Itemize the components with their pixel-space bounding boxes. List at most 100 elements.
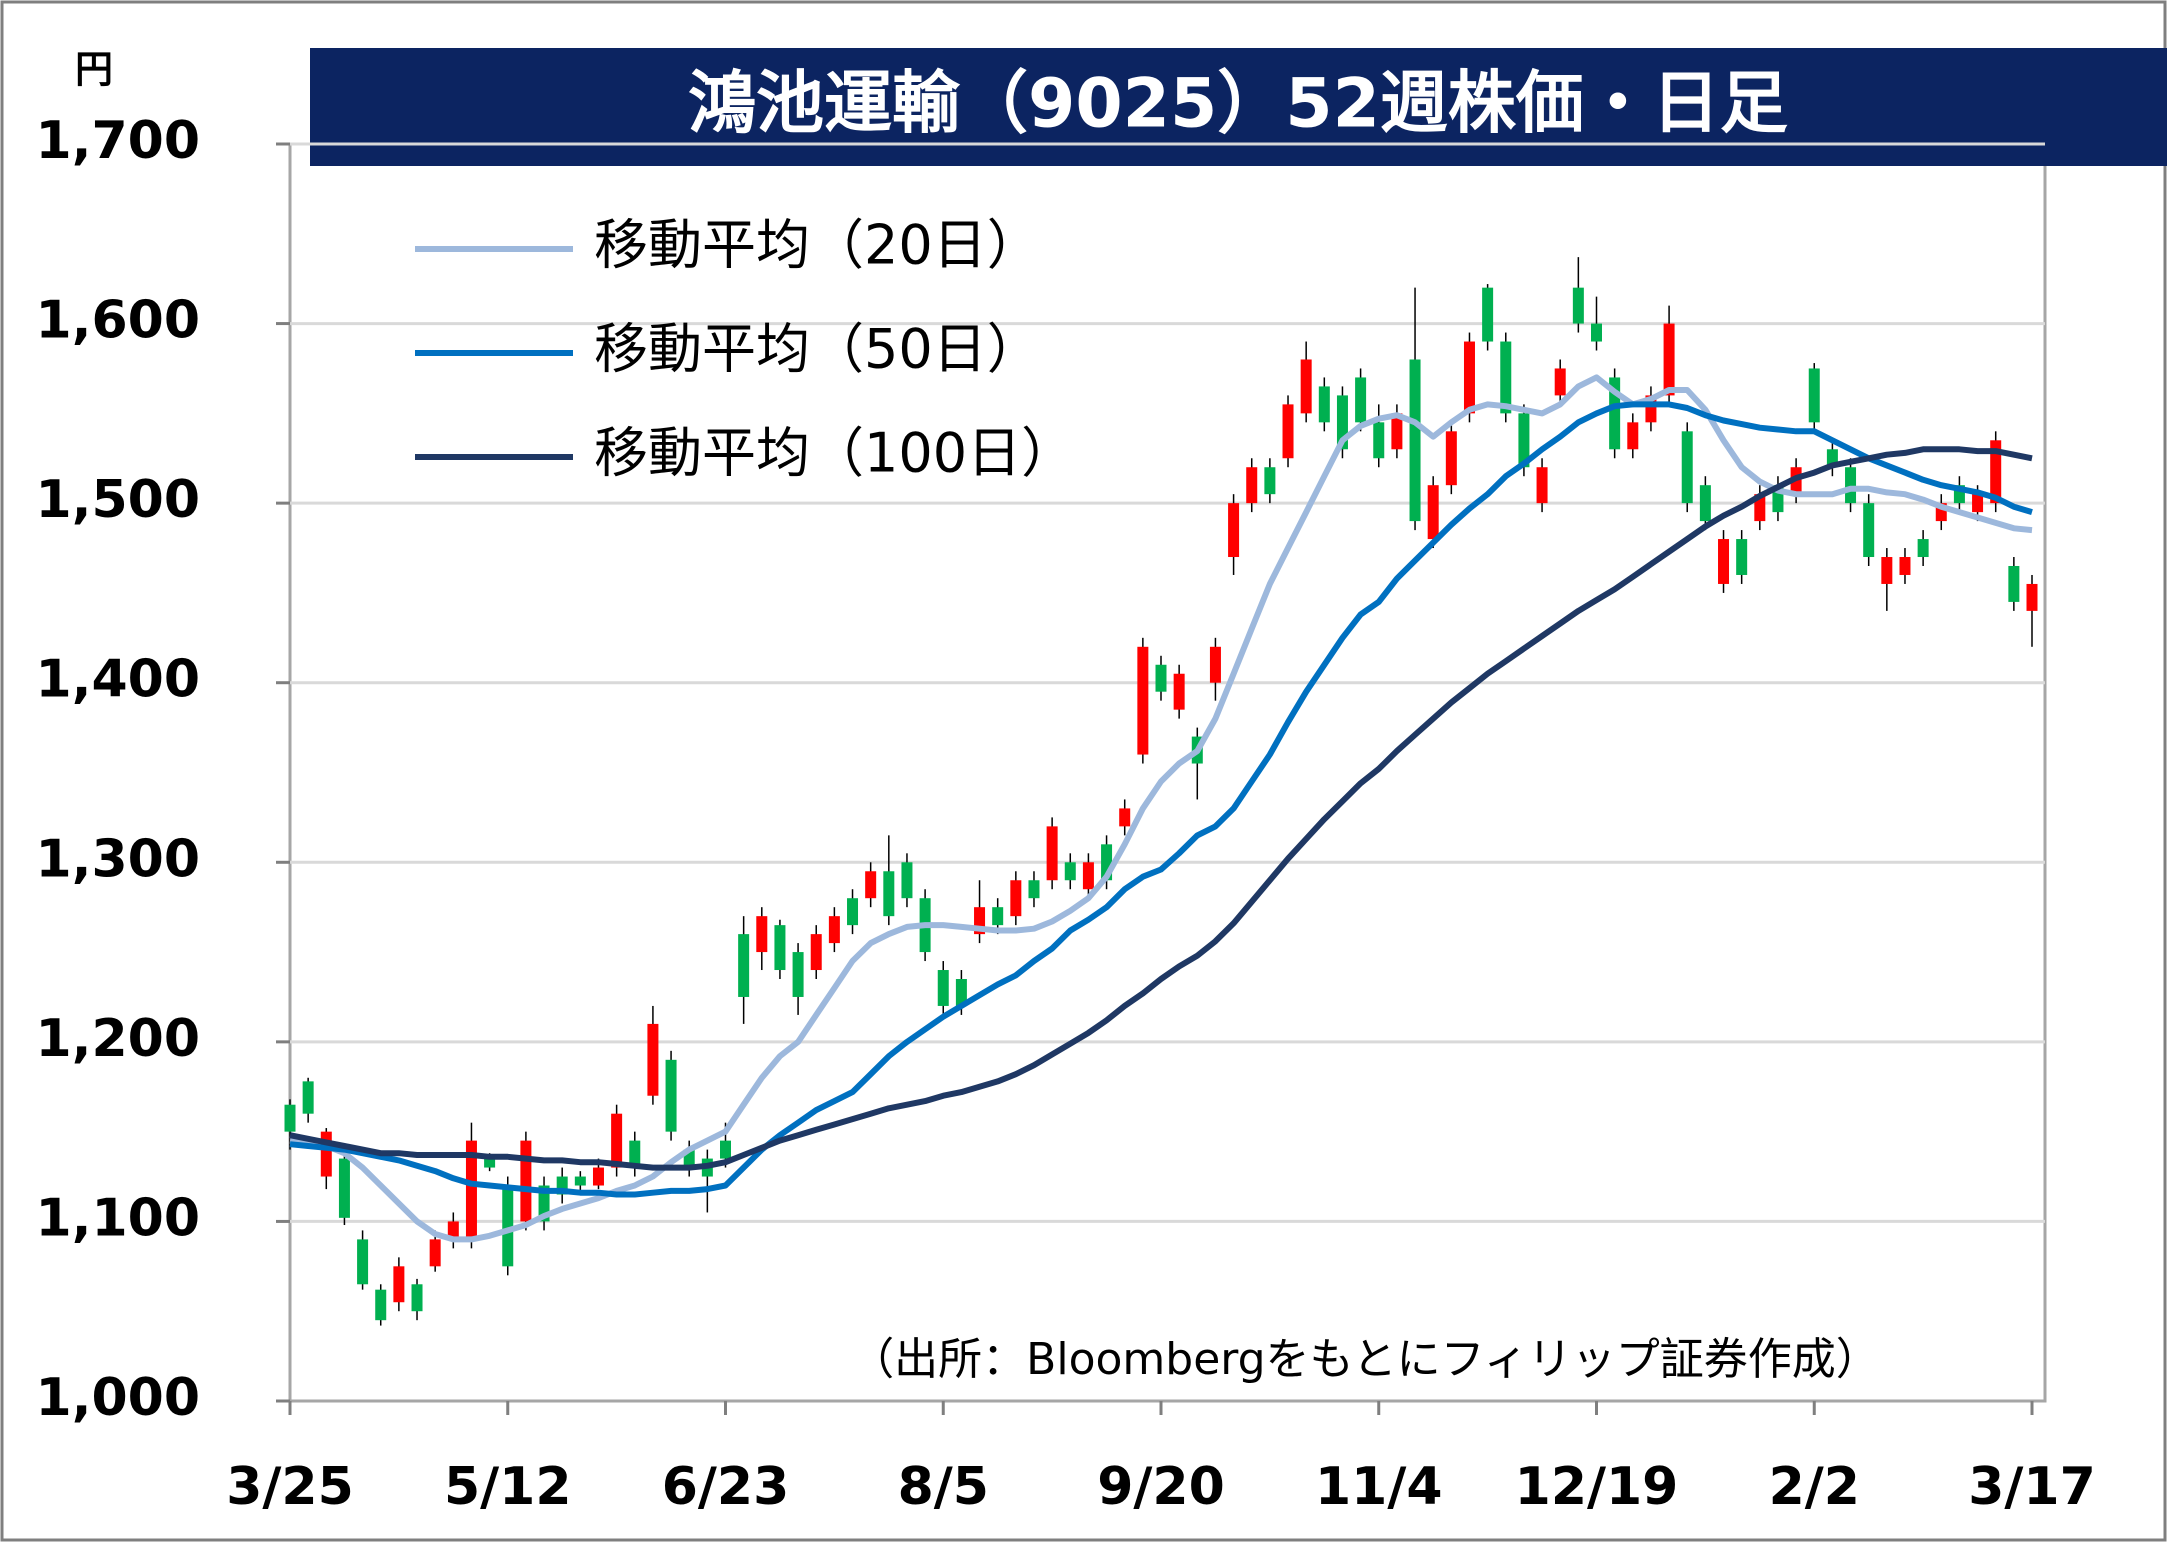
candle-body bbox=[720, 1140, 731, 1159]
candle-body bbox=[1318, 386, 1330, 423]
legend-label: 移動平均（50日） bbox=[594, 318, 1041, 381]
candle-body bbox=[738, 934, 750, 997]
candle-body bbox=[284, 1104, 296, 1132]
candle-body bbox=[1246, 467, 1258, 504]
moving-averages bbox=[289, 374, 2033, 1243]
candle-body bbox=[955, 979, 967, 1006]
candle-body bbox=[665, 1059, 677, 1132]
candle-body bbox=[1917, 539, 1929, 558]
candle-body bbox=[2008, 565, 2020, 602]
y-tick-label: 1,400 bbox=[36, 650, 200, 710]
source-note: （出所：Bloombergをもとにフィリップ証券作成） bbox=[850, 1334, 1880, 1385]
candle-body bbox=[1899, 557, 1911, 575]
candle-body bbox=[1209, 646, 1221, 683]
candle-body bbox=[1336, 395, 1348, 450]
candle-body bbox=[338, 1158, 350, 1218]
candle-body bbox=[1718, 539, 1730, 584]
legend-label: 移動平均（20日） bbox=[594, 214, 1041, 277]
candle-body bbox=[1046, 826, 1058, 881]
candle-body bbox=[520, 1140, 532, 1222]
x-tick-label: 6/23 bbox=[662, 1457, 790, 1517]
x-tick-label: 2/2 bbox=[1769, 1457, 1860, 1517]
candle-body bbox=[1082, 862, 1094, 890]
candle-body bbox=[810, 934, 822, 971]
candle-body bbox=[1264, 467, 1276, 495]
candle-body bbox=[1863, 503, 1875, 558]
candle-body bbox=[1028, 880, 1040, 899]
candle-body bbox=[1173, 673, 1185, 710]
candle-body bbox=[756, 916, 768, 953]
candle-body bbox=[1627, 422, 1639, 450]
candle-body bbox=[865, 871, 877, 899]
candle-body bbox=[302, 1081, 314, 1114]
candle-body bbox=[1935, 503, 1947, 522]
candle-body bbox=[1518, 413, 1530, 468]
candle-body bbox=[1754, 494, 1766, 522]
candle-body bbox=[1300, 359, 1312, 414]
x-tick-label: 9/20 bbox=[1097, 1457, 1225, 1517]
candle-body bbox=[1845, 467, 1857, 504]
candle-body bbox=[1681, 431, 1693, 504]
candle-body bbox=[375, 1289, 387, 1321]
candle-body bbox=[828, 916, 840, 944]
candle-body bbox=[1119, 808, 1131, 827]
y-tick-label: 1,500 bbox=[36, 470, 200, 530]
candle-body bbox=[1736, 539, 1748, 575]
title-banner bbox=[310, 48, 2167, 166]
candle-body bbox=[465, 1140, 477, 1240]
candle-body bbox=[1445, 431, 1457, 486]
y-tick-label: 1,200 bbox=[36, 1009, 200, 1069]
candle-body bbox=[1155, 664, 1167, 692]
x-tick-label: 12/19 bbox=[1515, 1457, 1679, 1517]
candle-body bbox=[974, 907, 986, 935]
candle-body bbox=[1645, 395, 1657, 423]
x-tick-label: 11/4 bbox=[1315, 1457, 1443, 1517]
candle-body bbox=[1463, 341, 1475, 414]
candle-body bbox=[792, 952, 804, 997]
candle-body bbox=[1282, 404, 1294, 459]
candle-body bbox=[1064, 862, 1076, 881]
candle-body bbox=[484, 1158, 496, 1168]
candle-body bbox=[1591, 323, 1602, 342]
candle-body bbox=[937, 970, 949, 1006]
unit-label: 円 bbox=[75, 48, 113, 92]
candle-body bbox=[1355, 377, 1367, 423]
candle-body bbox=[1772, 485, 1784, 513]
candle-body bbox=[429, 1239, 441, 1267]
candle-body bbox=[1990, 440, 2002, 504]
candle-body bbox=[647, 1023, 659, 1096]
candle-body bbox=[1391, 413, 1403, 450]
candle-body bbox=[1953, 485, 1965, 504]
candle-body bbox=[683, 1149, 695, 1168]
candles bbox=[284, 257, 2038, 1326]
candle-body bbox=[574, 1176, 586, 1186]
candle-body bbox=[538, 1185, 550, 1222]
candle-body bbox=[1572, 287, 1584, 324]
candle-body bbox=[1554, 368, 1566, 396]
candle-body bbox=[1137, 646, 1149, 755]
candle-body bbox=[629, 1140, 641, 1168]
legend-label: 移動平均（100日） bbox=[594, 422, 1075, 485]
candle-body bbox=[1881, 557, 1893, 584]
x-tick-label: 5/12 bbox=[444, 1457, 572, 1517]
y-tick-label: 1,600 bbox=[36, 291, 200, 351]
candle-body bbox=[1409, 359, 1421, 522]
candle-body bbox=[447, 1221, 459, 1240]
candle-body bbox=[1609, 377, 1621, 450]
candle-body bbox=[502, 1185, 514, 1267]
candle-body bbox=[1228, 503, 1240, 558]
x-tick-label: 3/17 bbox=[1968, 1457, 2096, 1517]
candle-body bbox=[1101, 844, 1113, 881]
candle-body bbox=[901, 862, 913, 899]
candle-body bbox=[556, 1176, 568, 1195]
y-tick-label: 1,300 bbox=[36, 829, 200, 889]
candle-body bbox=[1699, 485, 1711, 522]
candle-body bbox=[1826, 449, 1838, 468]
candle-body bbox=[1663, 323, 1675, 396]
candle-body bbox=[592, 1167, 604, 1186]
candle-body bbox=[1427, 485, 1439, 540]
candle-body bbox=[1536, 467, 1548, 504]
candle-body bbox=[1972, 494, 1984, 513]
